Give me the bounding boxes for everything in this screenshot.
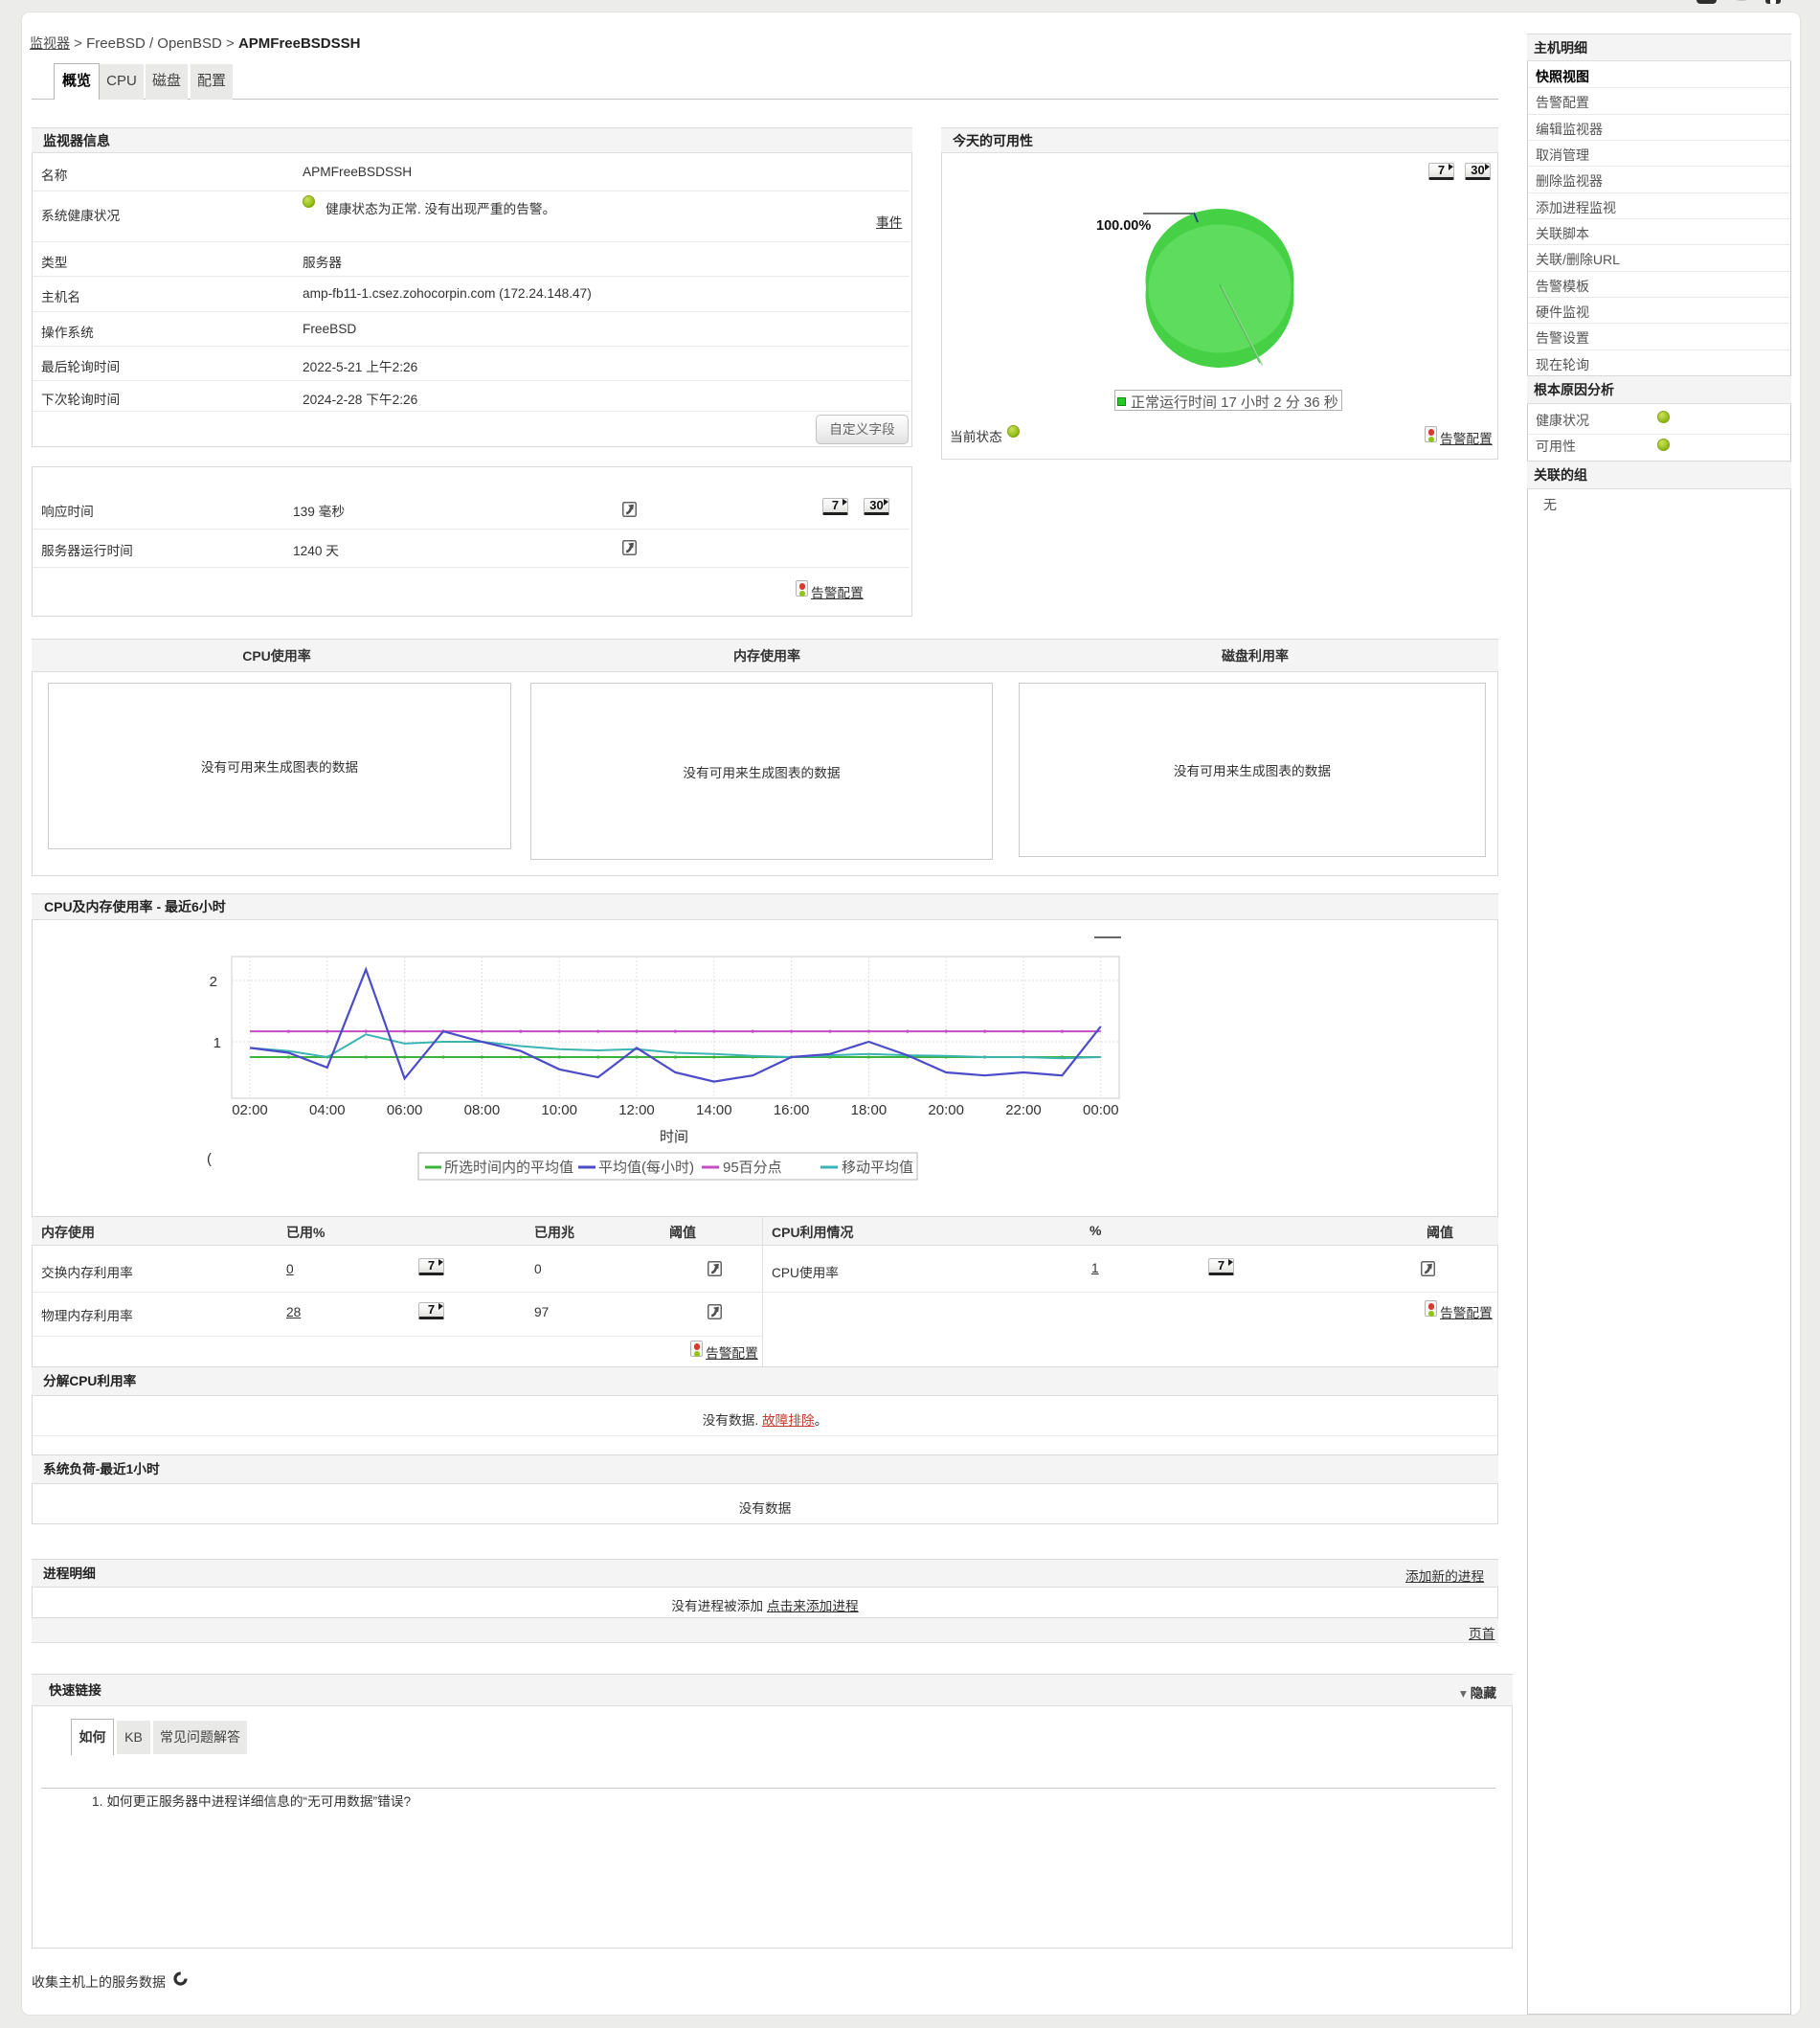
svg-text:16:00: 16:00 (774, 1102, 810, 1118)
svg-text:10:00: 10:00 (541, 1102, 577, 1118)
svg-text:04:00: 04:00 (309, 1102, 346, 1118)
svg-text:12:00: 12:00 (618, 1102, 655, 1118)
svg-text:95百分点: 95百分点 (723, 1160, 782, 1176)
svg-text:100.00%: 100.00% (1096, 218, 1151, 234)
svg-text:(: ( (207, 1151, 212, 1167)
svg-text:22:00: 22:00 (1005, 1102, 1042, 1118)
svg-text:时间: 时间 (660, 1129, 688, 1145)
svg-text:14:00: 14:00 (696, 1102, 732, 1118)
svg-text:00:00: 00:00 (1083, 1102, 1119, 1118)
svg-text:06:00: 06:00 (387, 1102, 423, 1118)
svg-text:所选时间内的平均值: 所选时间内的平均值 (444, 1160, 573, 1176)
svg-text:18:00: 18:00 (851, 1102, 888, 1118)
svg-text:02:00: 02:00 (232, 1102, 268, 1118)
svg-text:1: 1 (213, 1035, 221, 1051)
svg-text:移动平均值: 移动平均值 (842, 1160, 913, 1176)
svg-text:2: 2 (210, 974, 217, 990)
svg-text:20:00: 20:00 (928, 1102, 964, 1118)
svg-text:平均值(每小时): 平均值(每小时) (598, 1160, 694, 1176)
svg-text:08:00: 08:00 (464, 1102, 501, 1118)
